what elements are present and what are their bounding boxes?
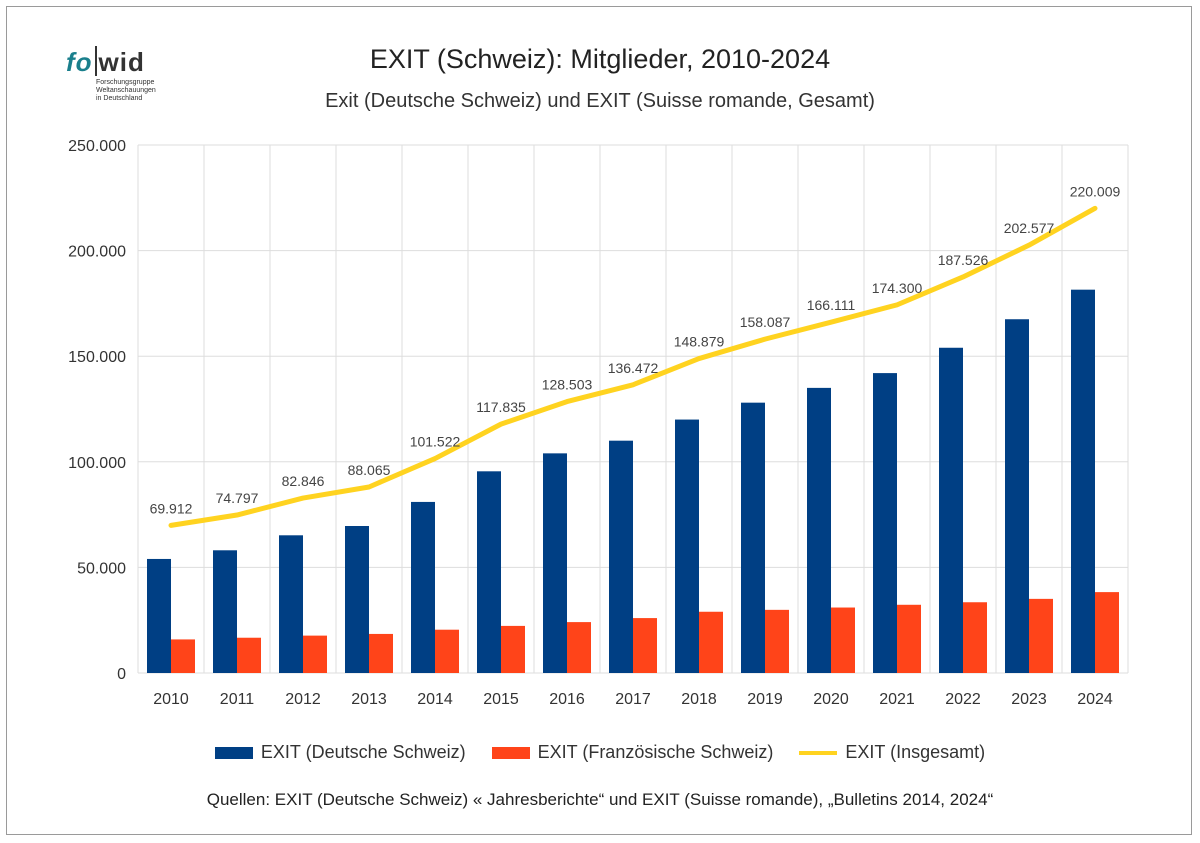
legend-item-franzoesisch: EXIT (Französische Schweiz) xyxy=(491,742,774,763)
legend-label-gesamt: EXIT (Insgesamt) xyxy=(845,742,986,762)
bar-deutsche-schweiz xyxy=(741,402,765,673)
data-label-insgesamt: 136.472 xyxy=(608,360,659,376)
y-tick-label: 0 xyxy=(117,666,126,683)
bar-deutsche-schweiz xyxy=(873,373,897,673)
data-label-insgesamt: 174.300 xyxy=(872,280,923,296)
bar-deutsche-schweiz xyxy=(543,453,567,673)
bar-franzoesische-schweiz xyxy=(501,625,525,673)
bar-franzoesische-schweiz xyxy=(237,637,261,673)
x-tick-label: 2010 xyxy=(153,691,189,708)
legend-label-deutsch: EXIT (Deutsche Schweiz) xyxy=(260,742,466,762)
y-tick-label: 200.000 xyxy=(68,244,126,261)
data-label-insgesamt: 117.835 xyxy=(476,399,526,415)
fowid-logo: fo wid Forschungsgruppe Weltanschauungen … xyxy=(66,46,176,110)
bar-deutsche-schweiz xyxy=(807,387,831,673)
x-tick-label: 2019 xyxy=(747,691,783,708)
line-layer xyxy=(168,205,1098,528)
x-tick-label: 2015 xyxy=(483,691,519,708)
bar-deutsche-schweiz xyxy=(213,550,237,673)
data-label-insgesamt: 148.879 xyxy=(674,334,725,350)
x-tick-label: 2021 xyxy=(879,691,915,708)
data-label-insgesamt: 158.087 xyxy=(740,314,791,330)
bar-franzoesische-schweiz xyxy=(171,639,195,673)
bar-franzoesische-schweiz xyxy=(831,607,855,673)
bar-deutsche-schweiz xyxy=(675,419,699,673)
bar-franzoesische-schweiz xyxy=(435,629,459,673)
data-label-insgesamt: 166.111 xyxy=(807,297,856,313)
bar-franzoesische-schweiz xyxy=(963,602,987,673)
x-tick-label: 2014 xyxy=(417,691,453,708)
bar-deutsche-schweiz xyxy=(411,501,435,673)
x-tick-label: 2022 xyxy=(945,691,981,708)
data-label-insgesamt: 128.503 xyxy=(542,377,593,393)
chart-subtitle: Exit (Deutsche Schweiz) und EXIT (Suisse… xyxy=(325,90,875,112)
source-note: Quellen: EXIT (Deutsche Schweiz) « Jahre… xyxy=(206,790,994,809)
legend-item-deutsch: EXIT (Deutsche Schweiz) xyxy=(214,742,466,763)
bar-franzoesische-schweiz xyxy=(897,604,921,673)
x-tick-label: 2020 xyxy=(813,691,849,708)
bar-franzoesische-schweiz xyxy=(633,618,657,673)
legend-swatch-gesamt xyxy=(799,750,838,755)
x-tick-label: 2024 xyxy=(1077,691,1113,708)
legend: EXIT (Deutsche Schweiz) EXIT (Französisc… xyxy=(0,742,1200,763)
bar-franzoesische-schweiz xyxy=(765,609,789,673)
data-label-insgesamt: 69.912 xyxy=(150,500,193,516)
label-layer: 69.912 74.797 82.846 88.065 101.522 117.835 12… xyxy=(150,183,1121,516)
x-tick-label: 2013 xyxy=(351,691,387,708)
bar-franzoesische-schweiz xyxy=(369,633,393,673)
logo-tagline-line: Weltanschauungen xyxy=(96,87,156,94)
x-tick-label: 2023 xyxy=(1011,691,1047,708)
legend-swatch-deutsch xyxy=(214,746,253,759)
x-tick-label: 2016 xyxy=(549,691,585,708)
legend-item-gesamt: EXIT (Insgesamt) xyxy=(799,742,985,763)
line-insgesamt xyxy=(168,205,1098,528)
x-tick-label: 2017 xyxy=(615,691,651,708)
data-label-insgesamt: 82.846 xyxy=(282,473,325,489)
bar-deutsche-schweiz xyxy=(477,471,501,673)
legend-swatch-franzoesisch xyxy=(491,746,530,759)
bar-deutsche-schweiz xyxy=(345,526,369,673)
bar-franzoesische-schweiz xyxy=(567,622,591,673)
data-label-insgesamt: 74.797 xyxy=(216,490,259,506)
chart-title: EXIT (Schweiz): Mitglieder, 2010-2024 xyxy=(369,44,831,74)
logo-tagline-line: Forschungsgruppe xyxy=(96,79,155,86)
bar-franzoesische-schweiz xyxy=(1029,598,1053,673)
y-tick-label: 250.000 xyxy=(68,138,126,155)
data-label-insgesamt: 187.526 xyxy=(938,252,989,268)
logo-tagline: Forschungsgruppe Weltanschauungen in Deu… xyxy=(96,79,156,103)
y-tick-label: 150.000 xyxy=(68,349,126,366)
bar-deutsche-schweiz xyxy=(609,440,633,673)
data-label-insgesamt: 101.522 xyxy=(410,434,461,450)
bar-deutsche-schweiz xyxy=(1071,289,1095,673)
data-label-insgesamt: 88.065 xyxy=(348,462,391,478)
logo-wordmark: fo wid xyxy=(66,46,145,78)
bar-deutsche-schweiz xyxy=(147,558,171,673)
bar-layer xyxy=(147,289,1119,673)
x-tick-label: 2018 xyxy=(681,691,717,708)
x-tick-label: 2011 xyxy=(220,691,255,708)
data-label-insgesamt: 220.009 xyxy=(1070,183,1121,199)
axis-layer: 0 50.000 100.000 150.000 200.000 250.000 2010 2… xyxy=(68,138,1113,708)
logo-tagline-line: in Deutschland xyxy=(96,95,143,102)
logo-wid: wid xyxy=(98,47,145,77)
legend-label-franzoesisch: EXIT (Französische Schweiz) xyxy=(537,742,774,762)
bar-deutsche-schweiz xyxy=(1005,319,1029,673)
chart-frame xyxy=(6,6,1192,835)
y-tick-label: 100.000 xyxy=(68,455,126,472)
bar-deutsche-schweiz xyxy=(279,535,303,673)
bar-franzoesische-schweiz xyxy=(1095,592,1119,673)
y-tick-label: 50.000 xyxy=(77,560,126,577)
bar-deutsche-schweiz xyxy=(939,347,963,673)
logo-fo: fo xyxy=(66,47,93,77)
bar-franzoesische-schweiz xyxy=(303,635,327,673)
data-label-insgesamt: 202.577 xyxy=(1004,220,1055,236)
x-tick-label: 2012 xyxy=(285,691,321,708)
bar-franzoesische-schweiz xyxy=(699,611,723,673)
